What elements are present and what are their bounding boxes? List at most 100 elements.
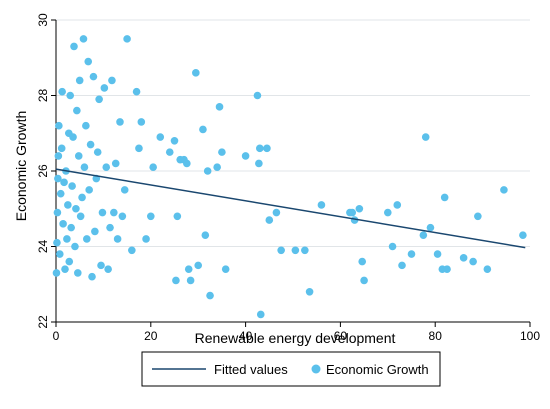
data-point (53, 238, 61, 247)
data-point (110, 208, 118, 217)
data-point (360, 276, 368, 285)
data-point (263, 144, 271, 153)
data-point (443, 265, 451, 273)
data-point (63, 235, 71, 243)
data-point (73, 106, 81, 115)
data-point (57, 144, 66, 153)
data-point (440, 193, 449, 202)
data-point (156, 133, 165, 141)
data-point (170, 137, 179, 145)
data-point (519, 231, 527, 239)
data-point (100, 84, 109, 92)
data-point (201, 231, 210, 239)
data-point (317, 201, 326, 209)
data-point (388, 242, 397, 251)
fitted-values-line (55, 168, 526, 249)
data-point (91, 227, 99, 236)
x-tick-label: 0 (53, 329, 60, 343)
data-point (421, 133, 430, 141)
data-point (60, 178, 68, 187)
data-point (165, 148, 174, 156)
y-tick-label: 24 (36, 240, 50, 254)
data-point (108, 76, 116, 85)
data-point (97, 261, 105, 270)
data-point (55, 250, 64, 258)
x-axis-ticks: 0 20 40 60 80 100 (53, 322, 540, 343)
data-point (74, 269, 82, 277)
data-point (65, 257, 74, 266)
data-point (120, 186, 129, 194)
data-point (142, 235, 150, 243)
legend-economic-growth-swatch (311, 364, 321, 374)
y-axis-ticks: 22 24 26 28 30 (36, 13, 56, 329)
legend-fitted-values-label: Fitted values (214, 362, 288, 377)
data-point (78, 193, 86, 202)
x-tick-label: 40 (239, 329, 253, 343)
data-point (255, 159, 263, 168)
y-axis-label: Economic Growth (13, 111, 29, 221)
data-point (64, 201, 72, 209)
data-point (106, 223, 114, 232)
data-point (118, 212, 127, 221)
data-point (66, 91, 75, 100)
data-point (74, 152, 83, 160)
x-tick-label: 60 (334, 329, 348, 343)
data-point (206, 291, 214, 300)
data-point (75, 76, 84, 85)
data-point (253, 91, 262, 100)
data-point (98, 208, 107, 217)
data-point (61, 265, 69, 273)
data-point (59, 220, 67, 228)
legend-economic-growth-label: Economic Growth (326, 362, 429, 377)
data-point (265, 216, 274, 224)
data-point (173, 212, 182, 221)
data-point (53, 208, 62, 217)
data-point (256, 310, 265, 319)
data-point (123, 35, 131, 43)
data-point (76, 212, 85, 221)
data-point (52, 269, 61, 277)
data-point (194, 261, 202, 270)
data-point (71, 242, 79, 251)
data-point (89, 72, 98, 81)
data-point (186, 276, 195, 285)
data-point (305, 288, 314, 296)
data-point (58, 87, 66, 96)
data-point (132, 87, 141, 96)
data-point (128, 246, 136, 255)
data-point (469, 257, 477, 266)
data-point (79, 35, 88, 43)
data-point (70, 42, 78, 51)
data-point (172, 276, 180, 285)
data-point (135, 144, 143, 153)
data-point (384, 208, 392, 217)
data-point (86, 140, 95, 149)
data-point (355, 204, 364, 213)
data-point (183, 159, 191, 168)
data-point (84, 57, 93, 66)
data-point (348, 208, 357, 217)
data-point (433, 250, 442, 258)
data-point (483, 265, 492, 273)
data-point (67, 223, 75, 232)
data-point (256, 144, 264, 153)
data-point (426, 223, 435, 232)
data-point (203, 167, 212, 175)
data-point (56, 189, 65, 198)
data-point (72, 204, 80, 213)
data-point (459, 254, 468, 262)
data-point (218, 148, 226, 156)
scatter-points (52, 35, 527, 319)
data-point (213, 163, 221, 172)
data-point (184, 265, 193, 273)
y-tick-label: 22 (36, 315, 50, 329)
data-point (241, 152, 250, 160)
data-point (398, 261, 406, 270)
data-point (95, 95, 103, 104)
legend: Fitted values Economic Growth (141, 351, 441, 387)
data-point (104, 265, 112, 273)
data-point (500, 186, 508, 194)
data-point (221, 265, 230, 273)
data-point (68, 182, 76, 190)
